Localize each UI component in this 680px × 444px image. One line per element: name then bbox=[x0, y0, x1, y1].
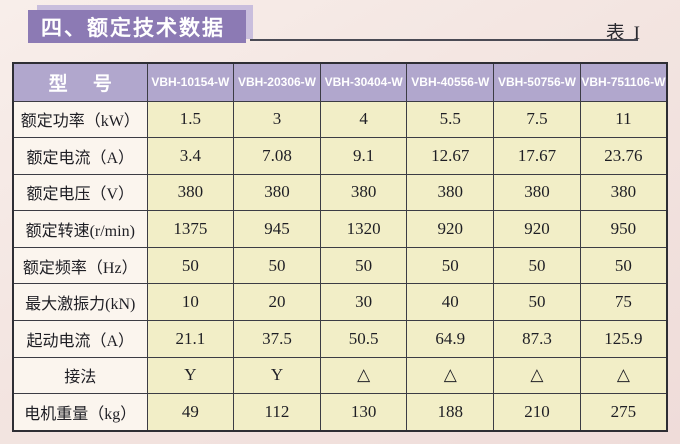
data-cell: 210 bbox=[493, 393, 581, 432]
data-cell: 130 bbox=[319, 393, 408, 432]
data-cell: 37.5 bbox=[233, 319, 321, 358]
data-cell: 87.3 bbox=[493, 319, 581, 358]
data-cell: 40 bbox=[406, 283, 495, 321]
data-cell: △ bbox=[319, 356, 408, 395]
row-label: 额定电流（A） bbox=[12, 137, 148, 175]
table-row: 额定功率（kW） 1.5 3 4 5.5 7.5 11 bbox=[12, 100, 668, 139]
data-cell: 1320 bbox=[319, 210, 408, 248]
table-row: 最大激振力(kN) 10 20 30 40 50 75 bbox=[12, 283, 668, 321]
data-cell: 380 bbox=[146, 173, 235, 212]
rated-technical-data-table: 型 号 VBH-10154-W VBH-20306-W VBH-30404-W … bbox=[12, 62, 668, 432]
column-header: VBH-751106-W bbox=[579, 62, 668, 102]
table-reference-label: 表 I bbox=[605, 23, 642, 44]
data-cell: 945 bbox=[233, 210, 321, 248]
data-cell: 17.67 bbox=[493, 137, 581, 175]
data-cell: 21.1 bbox=[146, 319, 235, 358]
data-cell: 4 bbox=[319, 100, 408, 139]
data-cell: 50 bbox=[319, 246, 408, 285]
data-cell: Y bbox=[233, 356, 321, 395]
column-header: VBH-30404-W bbox=[319, 62, 408, 102]
data-cell: 5.5 bbox=[406, 100, 495, 139]
data-cell: 50 bbox=[493, 283, 581, 321]
data-cell: 50 bbox=[233, 246, 321, 285]
table-row: 电机重量（kg） 49 112 130 188 210 275 bbox=[12, 393, 668, 432]
data-cell: 49 bbox=[146, 393, 235, 432]
data-cell: Y bbox=[146, 356, 235, 395]
row-label: 额定转速(r/min) bbox=[12, 210, 148, 248]
data-cell: 11 bbox=[579, 100, 668, 139]
data-cell: 20 bbox=[233, 283, 321, 321]
page-title: 四、额定技术数据 bbox=[41, 16, 225, 40]
column-header-model: 型 号 bbox=[12, 62, 148, 102]
data-cell: 50 bbox=[493, 246, 581, 285]
row-label: 电机重量（kg） bbox=[12, 393, 148, 432]
table-row: 额定转速(r/min) 1375 945 1320 920 920 950 bbox=[12, 210, 668, 248]
column-header: VBH-20306-W bbox=[233, 62, 321, 102]
data-cell: 380 bbox=[493, 173, 581, 212]
data-cell: 1.5 bbox=[146, 100, 235, 139]
data-cell: 7.08 bbox=[233, 137, 321, 175]
data-cell: △ bbox=[493, 356, 581, 395]
row-label: 起动电流（A） bbox=[12, 319, 148, 358]
data-cell: 9.1 bbox=[319, 137, 408, 175]
row-label: 额定电压（V） bbox=[12, 173, 148, 212]
data-cell: 380 bbox=[233, 173, 321, 212]
data-cell: 50 bbox=[406, 246, 495, 285]
table-body: 额定功率（kW） 1.5 3 4 5.5 7.5 11 额定电流（A） 3.4 7.08 9.1 12… bbox=[12, 100, 668, 432]
column-header: VBH-10154-W bbox=[146, 62, 235, 102]
row-label: 接法 bbox=[12, 356, 148, 395]
data-cell: 10 bbox=[146, 283, 235, 321]
data-cell: 50 bbox=[146, 246, 235, 285]
title-banner: 四、额定技术数据 bbox=[28, 10, 246, 43]
data-cell: 3.4 bbox=[146, 137, 235, 175]
data-cell: 3 bbox=[233, 100, 321, 139]
data-cell: △ bbox=[579, 356, 668, 395]
row-label: 最大激振力(kN) bbox=[12, 283, 148, 321]
data-cell: 380 bbox=[406, 173, 495, 212]
table-row: 额定电压（V） 380 380 380 380 380 380 bbox=[12, 173, 668, 212]
data-cell: 12.67 bbox=[406, 137, 495, 175]
table-row: 接法 Y Y △ △ △ △ bbox=[12, 356, 668, 395]
data-cell: 30 bbox=[319, 283, 408, 321]
data-cell: 380 bbox=[319, 173, 408, 212]
data-cell: 920 bbox=[406, 210, 495, 248]
table-row: 额定频率（Hz） 50 50 50 50 50 50 bbox=[12, 246, 668, 285]
column-header: VBH-50756-W bbox=[493, 62, 581, 102]
data-cell: 75 bbox=[579, 283, 668, 321]
row-label: 额定频率（Hz） bbox=[12, 246, 148, 285]
data-cell: 112 bbox=[233, 393, 321, 432]
data-cell: 50.5 bbox=[319, 319, 408, 358]
data-cell: 188 bbox=[406, 393, 495, 432]
data-cell: 125.9 bbox=[579, 319, 668, 358]
header-rule-line bbox=[250, 39, 638, 41]
table-row: 起动电流（A） 21.1 37.5 50.5 64.9 87.3 125.9 bbox=[12, 319, 668, 358]
data-cell: 920 bbox=[493, 210, 581, 248]
table-header-row: 型 号 VBH-10154-W VBH-20306-W VBH-30404-W … bbox=[12, 62, 668, 102]
column-header: VBH-40556-W bbox=[406, 62, 495, 102]
data-cell: 64.9 bbox=[406, 319, 495, 358]
data-cell: 23.76 bbox=[579, 137, 668, 175]
data-cell: 275 bbox=[579, 393, 668, 432]
data-cell: 1375 bbox=[146, 210, 235, 248]
data-cell: 7.5 bbox=[493, 100, 581, 139]
data-cell: 950 bbox=[579, 210, 668, 248]
row-label: 额定功率（kW） bbox=[12, 100, 148, 139]
table-row: 额定电流（A） 3.4 7.08 9.1 12.67 17.67 23.76 bbox=[12, 137, 668, 175]
data-cell: 50 bbox=[579, 246, 668, 285]
data-cell: 380 bbox=[579, 173, 668, 212]
data-cell: △ bbox=[406, 356, 495, 395]
